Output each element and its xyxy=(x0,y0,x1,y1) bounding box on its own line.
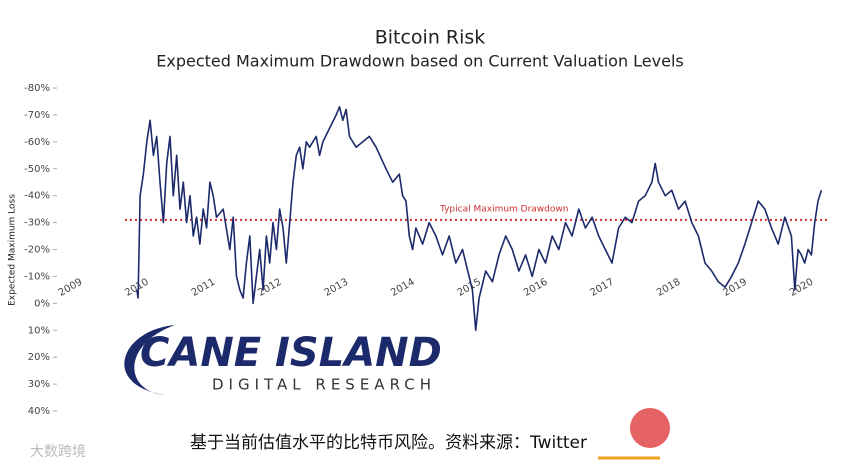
y-tick-label: 20% xyxy=(28,352,50,363)
chart-title: Bitcoin Risk xyxy=(375,27,486,49)
y-tick-label: 40% xyxy=(28,406,50,417)
y-axis-label: Expected Maximum Loss xyxy=(8,194,18,306)
x-tick-label: 2020 xyxy=(788,277,816,299)
logo: CANE ISLAND DIGITAL RESEARCH xyxy=(124,325,442,395)
y-tick-label: -80% xyxy=(24,83,50,94)
bitcoin-icon xyxy=(630,408,670,448)
x-tick-label: 2014 xyxy=(389,277,417,299)
x-tick-label: 2016 xyxy=(522,277,550,299)
x-tick-label: 2017 xyxy=(589,277,617,299)
y-tick-label: 30% xyxy=(28,379,50,390)
chart-subtitle: Expected Maximum Drawdown based on Curre… xyxy=(156,52,683,71)
y-tick-label: -50% xyxy=(24,164,50,175)
x-tick-label: 2009 xyxy=(57,277,85,299)
series-line xyxy=(136,106,823,332)
y-tick-label: 10% xyxy=(28,325,50,336)
x-tick-label: 2012 xyxy=(256,277,284,299)
logo-name: CANE ISLAND xyxy=(140,330,442,376)
logo-tagline: DIGITAL RESEARCH xyxy=(212,376,436,394)
y-tick-label: -40% xyxy=(24,191,50,202)
logo-swoosh xyxy=(124,325,175,395)
caption: 基于当前估值水平的比特币风险。资料来源：Twitter xyxy=(190,433,587,453)
y-tick-label: -20% xyxy=(24,245,50,256)
y-tick-label: -70% xyxy=(24,110,50,121)
x-tick-label: 2013 xyxy=(323,277,351,299)
y-tick-label: -60% xyxy=(24,137,50,148)
y-tick-label: -10% xyxy=(24,271,50,282)
watermark: 大数跨境 xyxy=(30,444,86,460)
x-tick-label: 2011 xyxy=(190,277,218,299)
reference-label: Typical Maximum Drawdown xyxy=(439,204,568,214)
x-tick-label: 2018 xyxy=(655,277,683,299)
y-tick-label: -30% xyxy=(24,218,50,229)
y-tick-label: 0% xyxy=(34,298,50,309)
